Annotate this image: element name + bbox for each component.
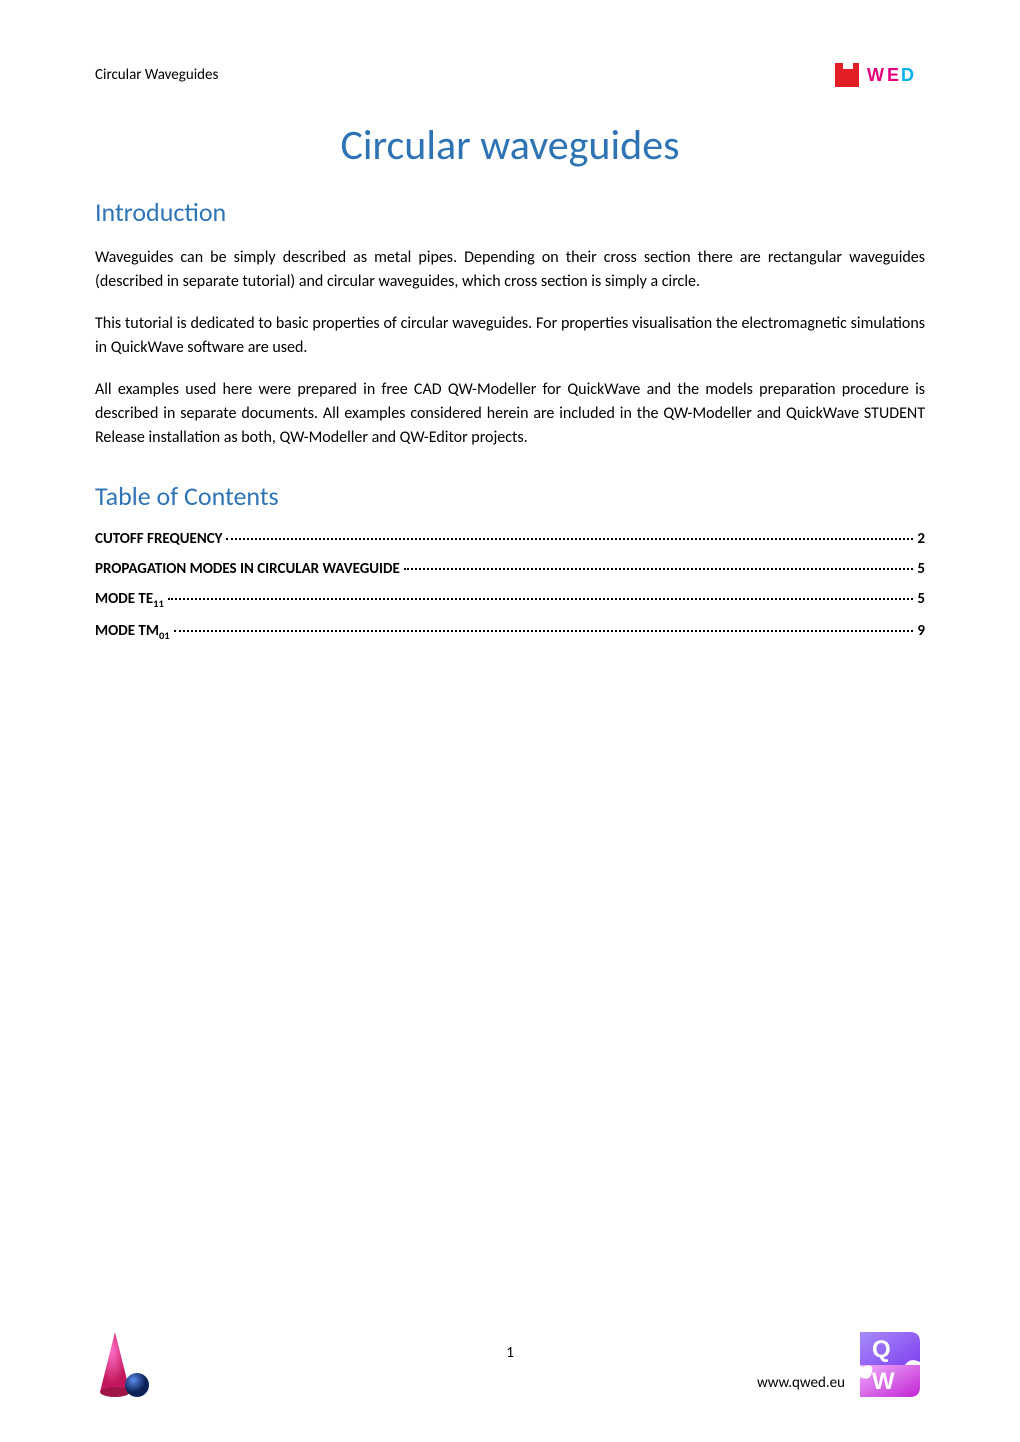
footer-left-icon-container <box>95 1327 150 1402</box>
toc-page-number: 2 <box>917 530 925 548</box>
toc-page-number: 9 <box>917 622 925 640</box>
toc-page-number: 5 <box>917 590 925 608</box>
introduction-heading: Introduction <box>95 196 925 228</box>
footer-url: www.qwed.eu <box>757 1374 845 1392</box>
svg-text:W: W <box>867 65 884 85</box>
intro-paragraph-2: This tutorial is dedicated to basic prop… <box>95 312 925 360</box>
svg-text:D: D <box>901 65 914 85</box>
footer-right-container: www.qwed.eu Q W <box>757 1327 925 1402</box>
toc-item-mode-te11: MODE TE11 5 <box>95 590 925 610</box>
svg-text:E: E <box>887 65 899 85</box>
header-title: Circular Waveguides <box>95 66 218 84</box>
toc-label: MODE TE11 <box>95 590 164 610</box>
svg-text:W: W <box>872 1368 895 1395</box>
toc-label: PROPAGATION MODES IN CIRCULAR WAVEGUIDE <box>95 560 400 578</box>
toc-item-propagation: PROPAGATION MODES IN CIRCULAR WAVEGUIDE … <box>95 560 925 578</box>
cone-sphere-icon <box>95 1327 150 1402</box>
toc-page-number: 5 <box>917 560 925 578</box>
toc-heading: Table of Contents <box>95 480 925 512</box>
toc-item-mode-tm01: MODE TM01 9 <box>95 622 925 642</box>
toc-dots <box>168 598 914 600</box>
intro-paragraph-3: All examples used here were prepared in … <box>95 378 925 450</box>
page-footer: www.qwed.eu Q W <box>95 1327 925 1402</box>
page-header: Circular Waveguides W E D <box>95 55 925 95</box>
svg-text:Q: Q <box>872 1336 891 1363</box>
toc-dots <box>404 568 914 570</box>
toc-dots <box>226 538 913 540</box>
qw-puzzle-icon: Q W <box>850 1327 925 1402</box>
toc-label: CUTOFF FREQUENCY <box>95 530 222 548</box>
toc-label: MODE TM01 <box>95 622 170 642</box>
qwed-logo-icon: W E D <box>835 55 925 95</box>
toc-dots <box>174 630 914 632</box>
toc-item-cutoff: CUTOFF FREQUENCY 2 <box>95 530 925 548</box>
table-of-contents: Table of Contents CUTOFF FREQUENCY 2 PRO… <box>95 480 925 642</box>
document-title: Circular waveguides <box>95 120 925 171</box>
intro-paragraph-1: Waveguides can be simply described as me… <box>95 246 925 294</box>
